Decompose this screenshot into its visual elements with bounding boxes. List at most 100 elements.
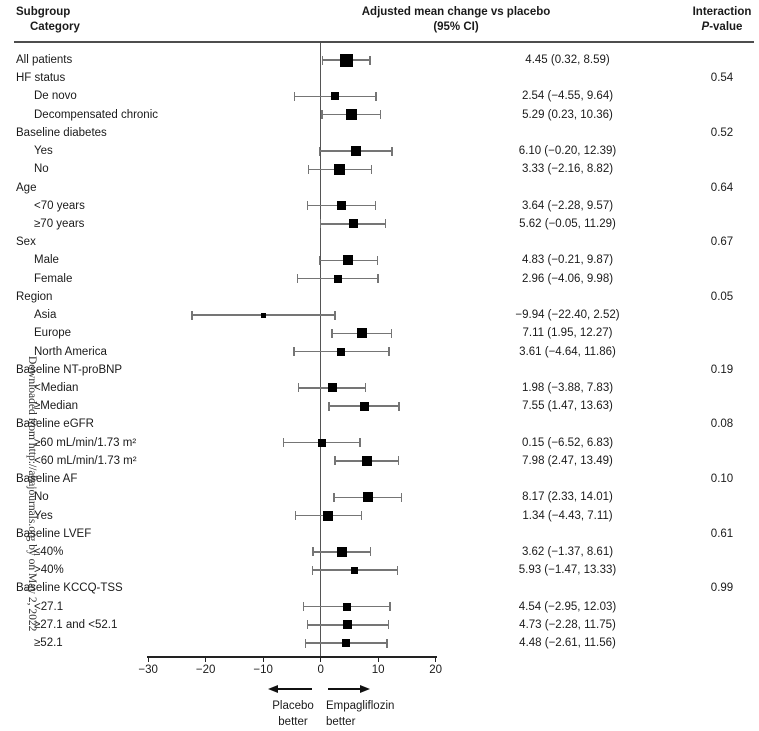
ci-cap-right	[365, 383, 367, 393]
ci-cap-right	[375, 91, 377, 101]
x-axis-tick	[205, 656, 207, 662]
group-label: Baseline LVEF	[16, 527, 92, 540]
estimate-ci-text: 7.55 (1.47, 13.63)	[522, 400, 613, 413]
x-axis-tick	[435, 656, 437, 662]
point-estimate-marker	[356, 328, 367, 339]
header-subgroup: Subgroup Category	[16, 5, 80, 35]
row-label: ≤40%	[34, 545, 64, 558]
zero-reference-line	[319, 43, 322, 657]
estimate-ci-text: 5.93 (−1.47, 13.33)	[518, 564, 617, 577]
interaction-p-value: 0.64	[710, 181, 734, 194]
estimate-ci-text: 6.10 (−0.20, 12.39)	[518, 145, 617, 158]
ci-cap-left	[319, 219, 322, 229]
point-estimate-marker	[343, 620, 353, 630]
empagliflozin-arrow-head-icon	[360, 684, 370, 693]
estimate-ci-text: 5.29 (0.23, 10.36)	[522, 108, 613, 121]
point-estimate-marker	[333, 274, 342, 283]
ci-cap-right	[389, 602, 391, 612]
point-estimate-marker	[317, 438, 326, 447]
row-label: De novo	[34, 90, 77, 103]
ci-cap-right	[391, 146, 393, 156]
estimate-ci-text: 4.83 (−0.21, 9.87)	[521, 254, 614, 267]
empagliflozin-better-label: Empagliflozin better	[326, 699, 421, 730]
row-label: Decompensated chronic	[34, 108, 159, 121]
estimate-ci-text: 2.54 (−4.55, 9.64)	[521, 90, 614, 103]
row-label: North America	[34, 345, 107, 358]
row-label: ≥60 mL/min/1.73 m²	[34, 436, 137, 449]
group-label: Baseline diabetes	[16, 126, 107, 139]
point-estimate-marker	[261, 312, 267, 318]
empagliflozin-arrow-line	[328, 688, 361, 690]
ci-cap-right	[390, 328, 392, 338]
ci-cap-right	[384, 219, 387, 229]
ci-cap-right	[370, 164, 373, 174]
row-label: ≥Median	[34, 400, 79, 413]
group-label: Sex	[16, 236, 36, 249]
ci-cap-left	[318, 255, 321, 265]
header-interaction-line1: Interaction	[692, 6, 752, 18]
interaction-p-value: 0.05	[710, 290, 734, 303]
point-estimate-marker	[337, 201, 347, 211]
header-p-suffix: -value	[709, 21, 743, 33]
header-effect-line2: (95% CI)	[433, 21, 479, 33]
ci-cap-right	[334, 310, 336, 320]
estimate-ci-text: 4.48 (−2.61, 11.56)	[519, 637, 616, 650]
x-axis-tick-label: 10	[371, 664, 385, 676]
ci-cap-left	[333, 492, 335, 502]
x-axis-tick-label: −10	[253, 664, 273, 676]
interaction-p-value: 0.10	[710, 473, 734, 486]
x-axis-tick	[320, 656, 322, 662]
group-label: All patients	[16, 54, 73, 66]
row-label: Europe	[34, 327, 72, 340]
ci-cap-right	[387, 620, 389, 630]
point-estimate-marker	[342, 602, 351, 611]
empagliflozin-better-line1: Empagliflozin	[326, 700, 395, 712]
row-label: <60 mL/min/1.73 m²	[34, 454, 137, 467]
estimate-ci-text: 3.64 (−2.28, 9.57)	[521, 199, 614, 212]
point-estimate-marker	[359, 401, 369, 411]
row-label: >40%	[34, 564, 64, 577]
placebo-better-line1: Placebo	[272, 700, 314, 712]
row-label: Male	[34, 254, 59, 267]
estimate-ci-text: 2.96 (−4.06, 9.98)	[521, 272, 614, 285]
header-rule	[14, 41, 754, 43]
estimate-ci-text: 7.11 (1.95, 12.27)	[522, 327, 613, 340]
estimate-ci-text: 1.98 (−3.88, 7.83)	[521, 381, 614, 394]
estimate-ci-text: 8.17 (2.33, 14.01)	[522, 491, 613, 504]
header-subgroup-line1: Subgroup	[16, 6, 71, 18]
ci-cap-right	[377, 274, 379, 284]
row-label: <27.1	[34, 600, 64, 613]
row-label: Yes	[34, 145, 53, 158]
placebo-better-label: Placebo better	[258, 699, 328, 730]
ci-cap-left	[334, 456, 336, 466]
interaction-p-value: 0.52	[710, 126, 734, 139]
ci-cap-right	[396, 565, 399, 575]
estimate-ci-text: 4.73 (−2.28, 11.75)	[519, 618, 616, 631]
estimate-ci-text: −9.94 (−22.40, 2.52)	[515, 309, 620, 322]
row-label: <70 years	[34, 199, 85, 212]
group-label: Baseline NT-proBNP	[16, 363, 123, 376]
interaction-p-value: 0.54	[710, 72, 734, 85]
row-label: Female	[34, 272, 73, 285]
group-label: Baseline KCCQ-TSS	[16, 582, 123, 595]
ci-cap-left	[293, 91, 296, 101]
ci-cap-right	[398, 401, 400, 411]
ci-cap-left	[296, 274, 299, 284]
ci-cap-right	[400, 492, 402, 502]
row-label: <Median	[34, 381, 79, 394]
empagliflozin-better-line2: better	[326, 715, 356, 728]
point-estimate-marker	[331, 92, 340, 101]
ci-cap-left	[304, 638, 307, 648]
ci-cap-left	[321, 110, 323, 120]
ci-cap-left	[307, 164, 309, 174]
ci-cap-left	[191, 310, 193, 320]
point-estimate-marker	[334, 163, 346, 175]
estimate-ci-text: 5.62 (−0.05, 11.29)	[519, 217, 616, 230]
point-estimate-marker	[337, 347, 346, 356]
point-estimate-marker	[361, 455, 372, 466]
header-effect: Adjusted mean change vs placebo (95% CI)	[345, 5, 567, 35]
estimate-ci-text: 4.45 (0.32, 8.59)	[525, 54, 610, 66]
interaction-p-value: 0.99	[710, 582, 734, 595]
ci-cap-left	[294, 511, 296, 520]
ci-cap-left	[331, 328, 333, 338]
